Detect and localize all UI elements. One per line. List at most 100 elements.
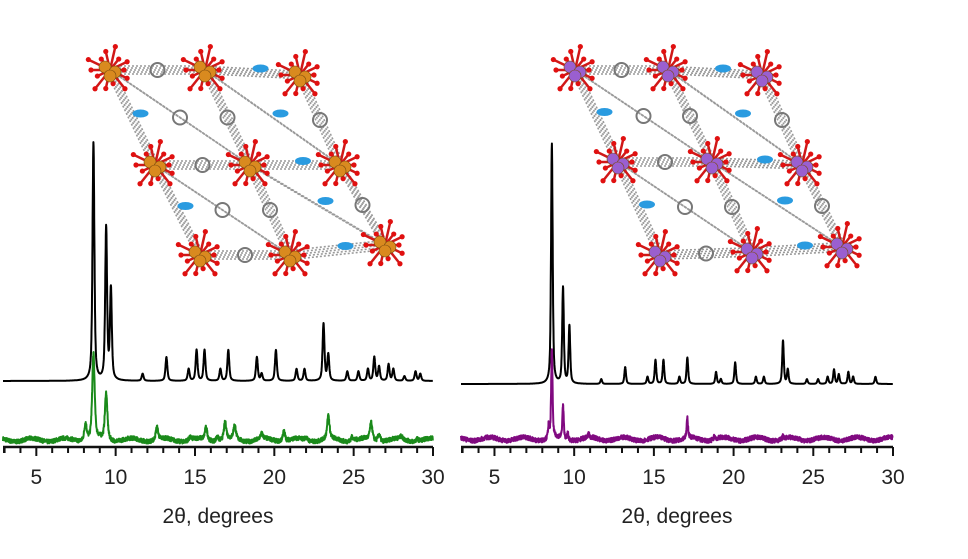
oxygen-atom xyxy=(193,270,199,277)
metal-atom xyxy=(705,161,719,175)
oxygen-atom xyxy=(745,230,751,237)
x-tick-label: 30 xyxy=(881,466,904,489)
oxygen-atom xyxy=(755,53,761,60)
oxygen-atom xyxy=(671,252,677,258)
pyridine-nitrogen xyxy=(735,109,751,118)
oxygen-atom xyxy=(690,159,696,165)
oxygen-atom xyxy=(766,257,772,263)
aromatic-ring xyxy=(635,108,652,124)
oxygen-atom xyxy=(763,249,769,255)
crystal-structure-right xyxy=(550,44,862,277)
aromatic-ring xyxy=(698,245,714,262)
pyridine-nitrogen xyxy=(596,108,613,116)
oxygen-atom xyxy=(182,271,188,277)
series-line-simulated xyxy=(460,142,894,385)
oxygen-atom xyxy=(776,64,782,70)
oxygen-atom xyxy=(175,241,181,248)
oxygen-atom xyxy=(593,148,599,155)
oxygen-atom xyxy=(278,72,284,78)
oxygen-atom xyxy=(808,151,814,157)
oxygen-atom xyxy=(826,250,832,256)
oxygen-atom xyxy=(661,48,667,55)
oxygen-atom xyxy=(786,168,792,174)
linker-bond xyxy=(745,242,837,249)
oxygen-atom xyxy=(577,44,583,50)
oxygen-atom xyxy=(587,86,593,92)
oxygen-atom xyxy=(88,67,94,73)
oxygen-atom xyxy=(373,231,379,237)
oxygen-atom xyxy=(632,167,638,173)
x-tick-label: 15 xyxy=(642,466,665,489)
linker-bond xyxy=(204,69,251,166)
oxygen-atom xyxy=(632,151,638,157)
oxygen-atom xyxy=(243,143,249,150)
metal-atom xyxy=(103,69,117,83)
aromatic-ring xyxy=(814,198,830,214)
oxygen-atom xyxy=(813,162,819,168)
oxygen-atom xyxy=(340,176,346,182)
oxygen-atom xyxy=(399,234,405,240)
oxygen-atom xyxy=(103,85,109,92)
pyridine-nitrogen xyxy=(757,155,773,164)
series-line-experimental xyxy=(2,351,434,445)
oxygen-atom xyxy=(589,59,595,65)
metal-atom xyxy=(198,69,212,83)
oxygen-atom xyxy=(293,53,299,60)
oxygen-atom xyxy=(187,86,193,92)
pyridine-nitrogen xyxy=(715,64,731,73)
linker-bond xyxy=(751,246,843,253)
oxygen-atom xyxy=(777,151,783,158)
oxygen-atom xyxy=(682,75,688,81)
oxygen-atom xyxy=(396,242,402,248)
aromatic-ring xyxy=(262,202,278,218)
metal-atom xyxy=(243,164,257,178)
oxygen-atom xyxy=(726,151,732,157)
oxygen-atom xyxy=(814,181,820,187)
oxygen-atom xyxy=(214,260,220,266)
pyridine-nitrogen xyxy=(177,202,194,210)
oxygen-atom xyxy=(557,86,563,92)
oxygen-atom xyxy=(653,270,659,277)
linker-bond xyxy=(157,166,204,258)
linker-bond xyxy=(580,73,719,167)
oxygen-atom xyxy=(712,173,718,179)
oxygen-atom xyxy=(293,90,299,97)
oxygen-atom xyxy=(183,67,189,73)
oxygen-atom xyxy=(802,176,808,182)
oxygen-atom xyxy=(553,67,559,73)
aromatic-ring xyxy=(724,199,740,215)
oxygen-atom xyxy=(216,67,222,73)
oxygen-atom xyxy=(94,73,100,79)
oxygen-atom xyxy=(737,61,743,68)
oxygen-atom xyxy=(219,59,225,65)
oxygen-atom xyxy=(746,78,752,84)
oxygen-atom xyxy=(300,86,306,92)
oxygen-atom xyxy=(367,261,373,267)
oxygen-atom xyxy=(854,263,860,269)
oxygen-atom xyxy=(188,241,194,247)
oxygen-atom xyxy=(795,180,801,187)
oxygen-atom xyxy=(754,226,760,232)
oxygen-atom xyxy=(586,67,592,73)
pyridine-nitrogen xyxy=(295,157,311,165)
oxygen-atom xyxy=(844,221,850,227)
oxygen-atom xyxy=(193,56,199,62)
aromatic-ring xyxy=(194,157,211,173)
oxygen-atom xyxy=(646,67,652,73)
oxygen-atom xyxy=(848,233,854,239)
oxygen-atom xyxy=(139,168,145,174)
oxygen-atom xyxy=(130,151,136,158)
oxygen-atom xyxy=(328,151,334,157)
oxygen-atom xyxy=(589,75,595,81)
oxygen-atom xyxy=(301,252,307,258)
oxygen-atom xyxy=(200,266,206,272)
aromatic-ring xyxy=(214,202,231,218)
oxygen-atom xyxy=(764,49,770,55)
linker-bond xyxy=(670,71,716,165)
oxygen-atom xyxy=(755,90,761,97)
oxygen-atom xyxy=(378,260,384,267)
oxygen-atom xyxy=(148,180,154,187)
linker-bond xyxy=(299,74,341,166)
oxygen-atom xyxy=(333,180,339,187)
